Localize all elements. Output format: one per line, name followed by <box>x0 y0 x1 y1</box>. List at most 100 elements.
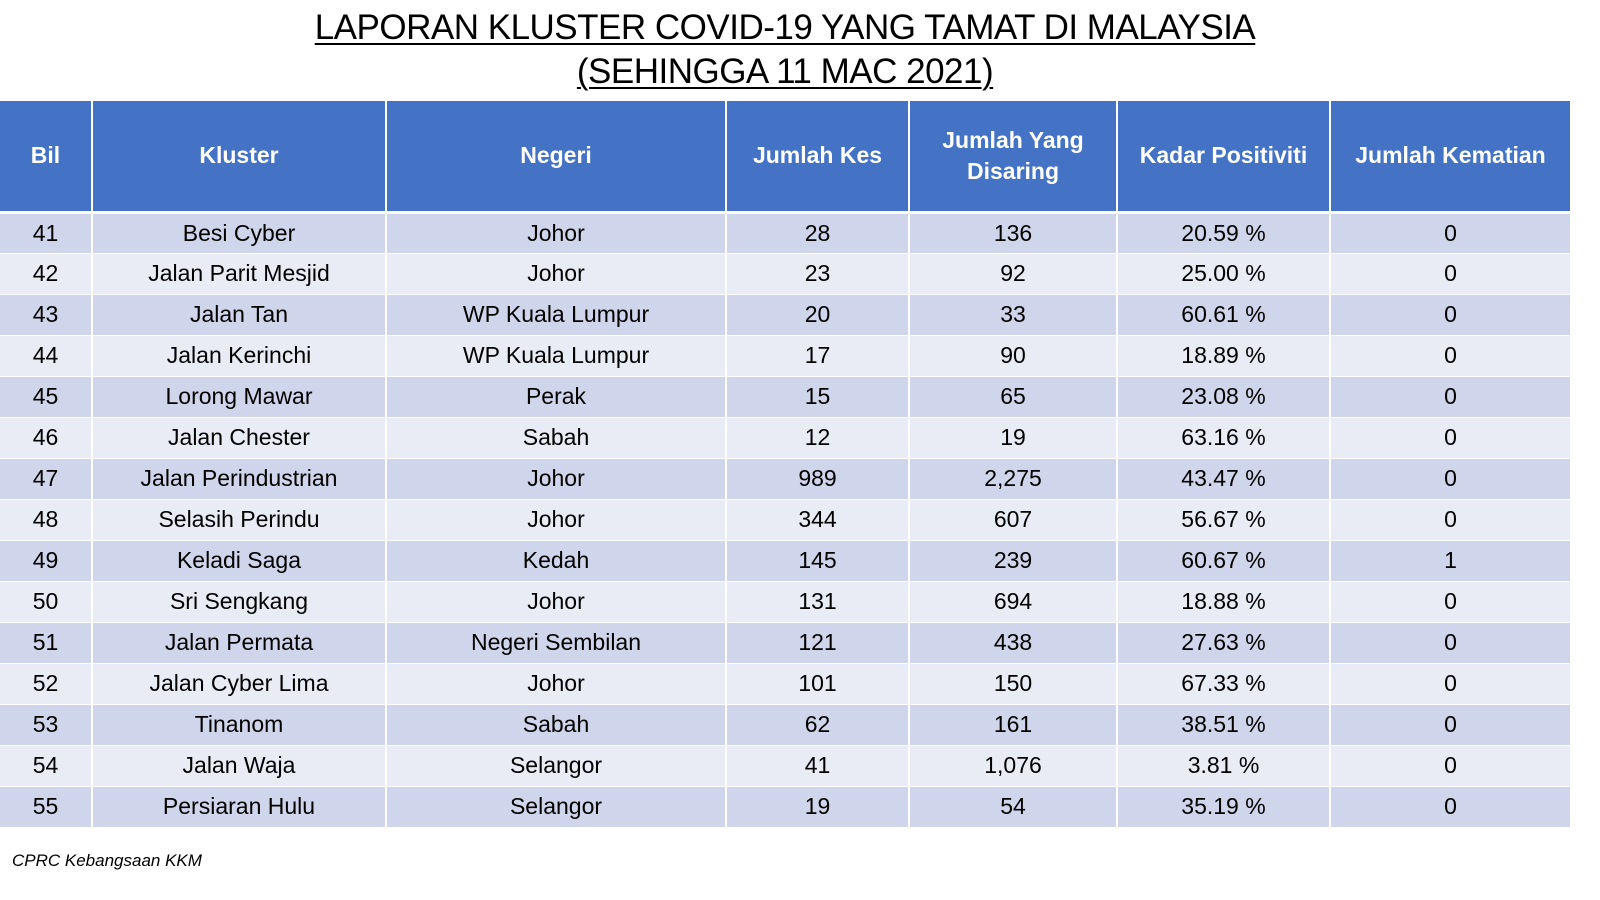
cell-kluster: Jalan Perindustrian <box>91 457 386 499</box>
cell-negeri: Johor <box>385 662 726 704</box>
title-line-1: LAPORAN KLUSTER COVID-19 YANG TAMAT DI M… <box>314 8 1256 47</box>
cell-jumlah-disaring: 1,076 <box>908 744 1117 786</box>
cell-bil: 44 <box>0 334 92 376</box>
table-row: 45 Lorong Mawar Perak 15 65 23.08 % 0 <box>0 375 1570 417</box>
cell-negeri: Kedah <box>385 539 726 581</box>
cell-bil: 49 <box>0 539 92 581</box>
cell-bil: 43 <box>0 293 92 335</box>
cell-kadar-positiviti: 3.81 % <box>1116 744 1330 786</box>
column-header-jumlah-kes: Jumlah Kes <box>725 101 909 214</box>
cell-jumlah-disaring: 90 <box>908 334 1117 376</box>
table-row: 48 Selasih Perindu Johor 344 607 56.67 % 0 <box>0 498 1570 540</box>
cell-kadar-positiviti: 60.61 % <box>1116 293 1330 335</box>
cell-kadar-positiviti: 43.47 % <box>1116 457 1330 499</box>
table-row: 53 Tinanom Sabah 62 161 38.51 % 0 <box>0 703 1570 745</box>
table-row: 47 Jalan Perindustrian Johor 989 2,275 43.47 … <box>0 457 1570 499</box>
cell-jumlah-kes: 121 <box>725 621 909 663</box>
cell-jumlah-kes: 101 <box>725 662 909 704</box>
header-row: Bil Kluster Negeri Jumlah Kes Jumlah Yan… <box>0 101 1570 214</box>
table-row: 54 Jalan Waja Selangor 41 1,076 3.81 % 0 <box>0 744 1570 786</box>
cell-kadar-positiviti: 18.88 % <box>1116 580 1330 622</box>
cell-bil: 53 <box>0 703 92 745</box>
cell-jumlah-kematian: 0 <box>1329 580 1570 622</box>
column-header-jumlah-kematian: Jumlah Kematian <box>1329 101 1570 214</box>
table-body: 41 Besi Cyber Johor 28 136 20.59 % 0 42 Jalan Pa… <box>0 211 1570 827</box>
cell-kluster: Selasih Perindu <box>91 498 386 540</box>
cell-kadar-positiviti: 38.51 % <box>1116 703 1330 745</box>
table-row: 43 Jalan Tan WP Kuala Lumpur 20 33 60.61 % 0 <box>0 293 1570 335</box>
cell-jumlah-kematian: 0 <box>1329 293 1570 335</box>
cell-jumlah-kematian: 0 <box>1329 703 1570 745</box>
cell-jumlah-kematian: 0 <box>1329 457 1570 499</box>
source-note: CPRC Kebangsaan KKM <box>12 851 202 870</box>
cell-negeri: Selangor <box>385 744 726 786</box>
cell-negeri: Sabah <box>385 703 726 745</box>
cell-jumlah-kes: 12 <box>725 416 909 458</box>
cell-negeri: WP Kuala Lumpur <box>385 293 726 335</box>
cell-jumlah-kes: 131 <box>725 580 909 622</box>
cell-kluster: Jalan Waja <box>91 744 386 786</box>
cell-negeri: Johor <box>385 498 726 540</box>
cell-jumlah-kematian: 1 <box>1329 539 1570 581</box>
cell-bil: 54 <box>0 744 92 786</box>
cell-kluster: Besi Cyber <box>91 211 386 253</box>
cell-kluster: Jalan Cyber Lima <box>91 662 386 704</box>
title-line-2: (SEHINGGA 11 MAC 2021) <box>576 52 994 91</box>
cell-jumlah-kes: 17 <box>725 334 909 376</box>
table-row: 52 Jalan Cyber Lima Johor 101 150 67.33 % 0 <box>0 662 1570 704</box>
cell-jumlah-disaring: 65 <box>908 375 1117 417</box>
table-row: 46 Jalan Chester Sabah 12 19 63.16 % 0 <box>0 416 1570 458</box>
cluster-table: Bil Kluster Negeri Jumlah Kes Jumlah Yan… <box>0 101 1570 827</box>
cell-jumlah-kematian: 0 <box>1329 498 1570 540</box>
table-row: 50 Sri Sengkang Johor 131 694 18.88 % 0 <box>0 580 1570 622</box>
cell-jumlah-disaring: 694 <box>908 580 1117 622</box>
cell-kluster: Jalan Permata <box>91 621 386 663</box>
cell-negeri: Johor <box>385 580 726 622</box>
cell-jumlah-kematian: 0 <box>1329 416 1570 458</box>
cell-kadar-positiviti: 56.67 % <box>1116 498 1330 540</box>
cell-jumlah-kes: 19 <box>725 785 909 827</box>
cell-negeri: Johor <box>385 457 726 499</box>
cell-jumlah-kematian: 0 <box>1329 662 1570 704</box>
cell-kadar-positiviti: 35.19 % <box>1116 785 1330 827</box>
cell-kadar-positiviti: 27.63 % <box>1116 621 1330 663</box>
table-header: Bil Kluster Negeri Jumlah Kes Jumlah Yan… <box>0 101 1570 214</box>
column-header-negeri: Negeri <box>385 101 726 214</box>
cell-jumlah-disaring: 19 <box>908 416 1117 458</box>
cell-kadar-positiviti: 60.67 % <box>1116 539 1330 581</box>
table-row: 42 Jalan Parit Mesjid Johor 23 92 25.00 % 0 <box>0 252 1570 294</box>
cell-jumlah-disaring: 161 <box>908 703 1117 745</box>
table-row: 41 Besi Cyber Johor 28 136 20.59 % 0 <box>0 211 1570 253</box>
cell-negeri: Johor <box>385 211 726 253</box>
cell-jumlah-kematian: 0 <box>1329 211 1570 253</box>
cell-jumlah-disaring: 239 <box>908 539 1117 581</box>
cell-bil: 46 <box>0 416 92 458</box>
cell-jumlah-disaring: 136 <box>908 211 1117 253</box>
cell-jumlah-kes: 344 <box>725 498 909 540</box>
cell-kluster: Persiaran Hulu <box>91 785 386 827</box>
cell-kadar-positiviti: 18.89 % <box>1116 334 1330 376</box>
cell-jumlah-kes: 20 <box>725 293 909 335</box>
cell-jumlah-disaring: 438 <box>908 621 1117 663</box>
cell-kluster: Sri Sengkang <box>91 580 386 622</box>
cell-jumlah-disaring: 92 <box>908 252 1117 294</box>
cell-kadar-positiviti: 63.16 % <box>1116 416 1330 458</box>
cell-jumlah-kes: 62 <box>725 703 909 745</box>
cell-negeri: Selangor <box>385 785 726 827</box>
report-title: LAPORAN KLUSTER COVID-19 YANG TAMAT DI M… <box>0 6 1570 94</box>
table-row: 55 Persiaran Hulu Selangor 19 54 35.19 % 0 <box>0 785 1570 827</box>
cell-kluster: Jalan Tan <box>91 293 386 335</box>
cell-kadar-positiviti: 20.59 % <box>1116 211 1330 253</box>
cell-negeri: Negeri Sembilan <box>385 621 726 663</box>
cell-negeri: WP Kuala Lumpur <box>385 334 726 376</box>
cell-bil: 50 <box>0 580 92 622</box>
cell-bil: 45 <box>0 375 92 417</box>
cell-jumlah-kematian: 0 <box>1329 785 1570 827</box>
cell-kadar-positiviti: 67.33 % <box>1116 662 1330 704</box>
column-header-bil: Bil <box>0 101 92 214</box>
cell-negeri: Sabah <box>385 416 726 458</box>
cell-bil: 47 <box>0 457 92 499</box>
cell-bil: 41 <box>0 211 92 253</box>
cell-jumlah-disaring: 54 <box>908 785 1117 827</box>
cell-bil: 52 <box>0 662 92 704</box>
